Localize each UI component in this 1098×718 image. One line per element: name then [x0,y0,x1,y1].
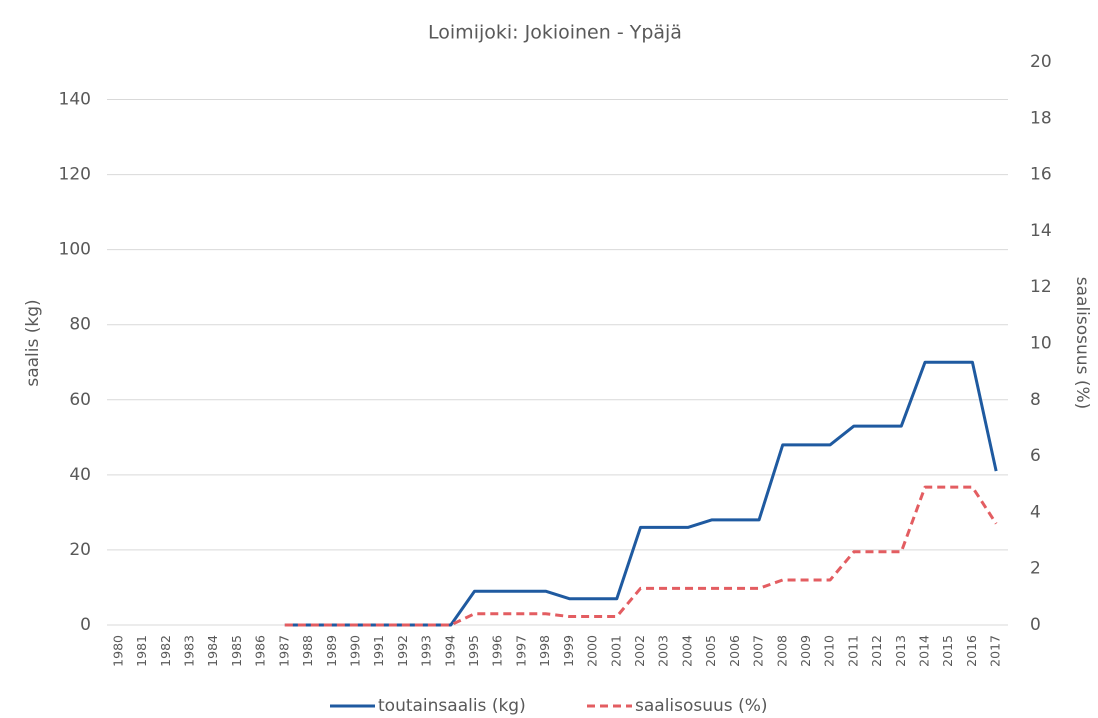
y-tick-label: 100 [59,240,91,260]
x-tick-label: 1989 [324,635,339,667]
y2-tick-label: 20 [1030,52,1052,72]
series-line [284,360,998,627]
x-tick-label: 1986 [253,635,268,667]
x-tick-label: 1982 [158,635,173,667]
x-tick-label: 2004 [679,635,694,667]
x-tick-label: 2017 [988,635,1003,667]
x-tick-label: 2008 [774,635,789,667]
y2-tick-label: 12 [1030,277,1052,297]
y2-tick-label: 10 [1030,334,1052,354]
x-tick-label: 1984 [205,635,220,667]
x-tick-label: 2013 [893,635,908,667]
x-tick-label: 2012 [869,635,884,667]
x-tick-label: 2016 [964,635,979,667]
x-tick-label: 1994 [442,635,457,667]
y-axis-label: saalis (kg) [23,299,43,386]
y-tick-label: 80 [69,315,91,335]
x-tick-label: 2001 [608,635,623,667]
x-tick-label: 2015 [940,635,955,667]
x-tick-label: 1981 [134,635,149,667]
x-tick-label: 2011 [845,635,860,667]
y-tick-label: 60 [69,390,91,410]
x-tick-label: 1987 [276,635,291,667]
legend-label: toutainsaalis (kg) [378,696,526,716]
x-tick-label: 1988 [300,635,315,667]
y2-tick-label: 2 [1030,559,1041,579]
x-tick-label: 1992 [395,635,410,667]
series-line [284,485,998,627]
x-tick-label: 2006 [727,635,742,667]
y2-tick-label: 4 [1030,502,1041,522]
y2-tick-label: 6 [1030,446,1041,466]
y-tick-label: 140 [59,90,91,110]
x-tick-label: 1983 [181,635,196,667]
x-tick-label: 2009 [798,635,813,667]
x-tick-label: 2000 [585,635,600,667]
y2-tick-label: 0 [1030,615,1041,635]
x-tick-label: 1980 [110,635,125,667]
y-tick-label: 0 [80,615,91,635]
x-tick-label: 2007 [751,635,766,667]
x-tick-label: 1999 [561,635,576,667]
y2-tick-label: 14 [1030,221,1052,241]
x-tick-label: 2002 [632,635,647,667]
y-tick-label: 120 [59,165,91,185]
y-tick-label: 20 [69,540,91,560]
x-tick-label: 1991 [371,635,386,667]
x-tick-label: 1998 [537,635,552,667]
x-tick-label: 2005 [703,635,718,667]
x-tick-label: 1995 [466,635,481,667]
y2-tick-label: 18 [1030,108,1052,128]
x-tick-label: 1990 [347,635,362,667]
y2-axis-label: saalisosuus (%) [1072,277,1092,409]
y2-tick-label: 8 [1030,390,1041,410]
x-tick-label: 2010 [822,635,837,667]
chart-title: Loimijoki: Jokioinen - Ypäjä [428,22,682,44]
legend-label: saalisosuus (%) [635,696,767,716]
x-tick-label: 2003 [656,635,671,667]
y-tick-label: 40 [69,465,91,485]
x-tick-label: 1993 [419,635,434,667]
x-tick-label: 1996 [490,635,505,667]
y2-tick-label: 16 [1030,165,1052,185]
x-tick-label: 2014 [917,635,932,667]
x-tick-label: 1997 [513,635,528,667]
x-tick-label: 1985 [229,635,244,667]
